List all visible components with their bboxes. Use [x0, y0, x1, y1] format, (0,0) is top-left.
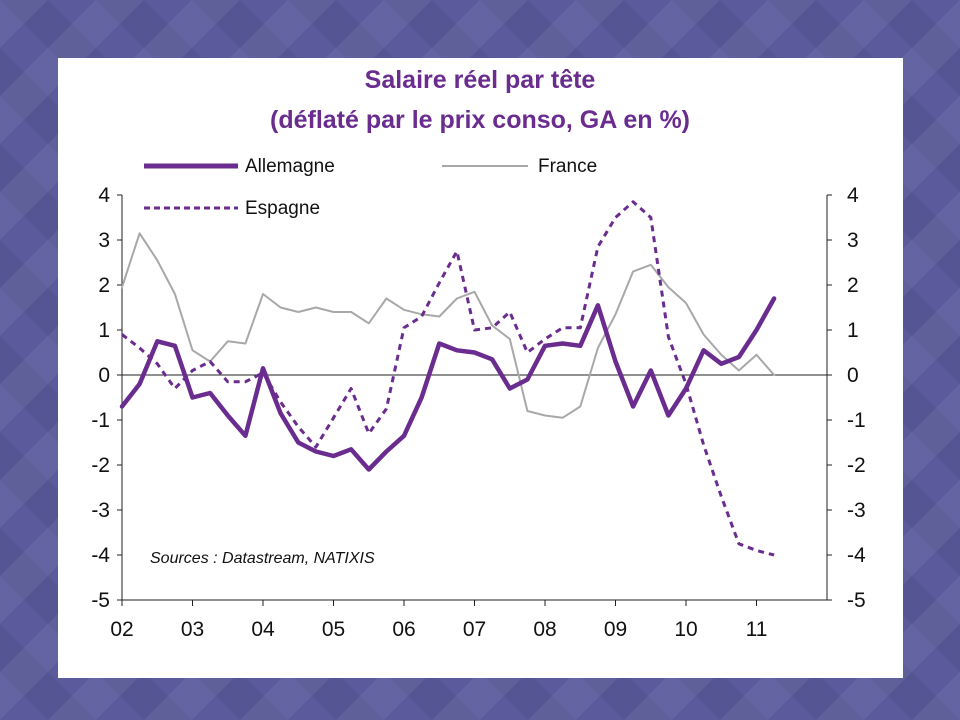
x-tick-label-6: 08 — [533, 618, 556, 641]
y-tick-label-right-2: 2 — [847, 274, 859, 297]
series-layer — [119, 200, 777, 557]
x-tick-label-8: 10 — [674, 618, 697, 641]
x-tick-label-7: 09 — [604, 618, 627, 641]
series-line-france — [121, 232, 776, 419]
x-tick-label-4: 06 — [392, 618, 415, 641]
series-line-espagne — [121, 200, 775, 557]
left-ticks: 4 3 2 1 0 -1 -2 -3 -4 -5 — [91, 184, 122, 612]
y-tick-label-left-8: -4 — [91, 544, 110, 567]
chart-subtitle: (déflaté par le prix conso, GA en %) — [270, 106, 690, 134]
x-tick-label-3: 05 — [322, 618, 345, 641]
y-tick-label-left-9: -5 — [91, 589, 110, 612]
y-tick-label-left-2: 2 — [98, 274, 110, 297]
chart-title: Salaire réel par tête — [365, 66, 596, 94]
right-ticks: 4 3 2 1 0 -1 -2 -3 -4 -5 — [827, 184, 866, 612]
y-tick-label-left-4: 0 — [98, 364, 110, 387]
x-tick-label-0: 02 — [110, 618, 133, 641]
y-tick-label-left-7: -3 — [91, 499, 110, 522]
y-tick-label-right-4: 0 — [847, 364, 859, 387]
y-tick-label-left-6: -2 — [91, 454, 110, 477]
source-note: Sources : Datastream, NATIXIS — [150, 550, 375, 567]
slide-panel: Salaire réel par tête (déflaté par le pr… — [58, 58, 903, 678]
legend-label-allemagne: Allemagne — [245, 156, 335, 177]
y-tick-label-right-0: 4 — [847, 184, 859, 207]
series-line-allemagne — [119, 296, 777, 472]
y-tick-label-right-7: -3 — [847, 499, 866, 522]
y-tick-label-left-3: 1 — [98, 319, 110, 342]
legend: Allemagne France Espagne — [144, 156, 597, 219]
x-tick-label-5: 07 — [463, 618, 486, 641]
y-tick-label-right-5: -1 — [847, 409, 866, 432]
y-tick-label-left-5: -1 — [91, 409, 110, 432]
legend-label-france: France — [538, 156, 597, 177]
x-tick-label-9: 11 — [746, 618, 768, 641]
chart: Salaire réel par tête (déflaté par le pr… — [91, 66, 866, 641]
x-tick-label-2: 04 — [251, 618, 275, 641]
y-tick-label-right-9: -5 — [847, 589, 866, 612]
y-tick-label-right-8: -4 — [847, 544, 866, 567]
x-tick-label-1: 03 — [181, 618, 204, 641]
x-ticks: 02 03 04 05 06 07 08 09 10 11 — [110, 600, 767, 641]
y-tick-label-right-6: -2 — [847, 454, 866, 477]
y-tick-label-left-1: 3 — [98, 229, 110, 252]
y-tick-label-left-0: 4 — [98, 184, 110, 207]
y-tick-label-right-3: 1 — [847, 319, 859, 342]
legend-label-espagne: Espagne — [245, 198, 320, 219]
y-tick-label-right-1: 3 — [847, 229, 859, 252]
